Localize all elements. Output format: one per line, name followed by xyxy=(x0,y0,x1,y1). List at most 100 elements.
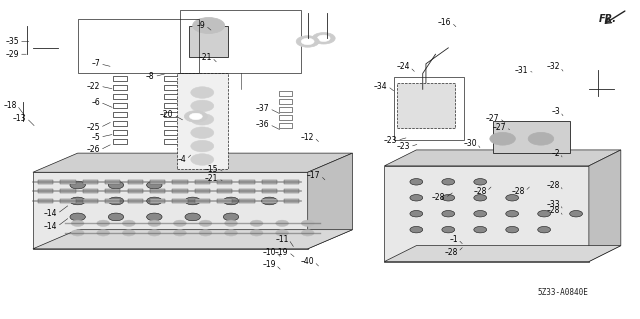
Text: –20: –20 xyxy=(160,110,173,119)
Text: –23: –23 xyxy=(396,142,410,151)
Text: 5Z33-A0840E: 5Z33-A0840E xyxy=(538,288,589,297)
Text: –6: –6 xyxy=(92,98,100,107)
Circle shape xyxy=(191,154,214,165)
Bar xyxy=(172,199,188,203)
Circle shape xyxy=(490,132,515,145)
Text: –36: –36 xyxy=(256,120,269,129)
Text: –27: –27 xyxy=(486,114,499,122)
Bar xyxy=(113,139,127,144)
Bar xyxy=(164,94,178,99)
Bar xyxy=(150,189,165,193)
Bar xyxy=(239,199,255,203)
Bar xyxy=(239,180,255,184)
Text: –32: –32 xyxy=(547,63,560,71)
Bar xyxy=(105,189,120,193)
Text: –19: –19 xyxy=(262,260,276,269)
Circle shape xyxy=(528,132,554,145)
Circle shape xyxy=(442,226,454,233)
Bar xyxy=(177,73,228,169)
Circle shape xyxy=(442,211,454,217)
Bar xyxy=(83,180,98,184)
Bar xyxy=(284,189,300,193)
Bar xyxy=(113,130,127,135)
Circle shape xyxy=(173,220,186,226)
Polygon shape xyxy=(33,153,353,172)
Bar xyxy=(83,189,98,193)
Circle shape xyxy=(191,114,214,125)
Circle shape xyxy=(296,36,319,47)
Bar xyxy=(113,76,127,81)
Bar xyxy=(105,199,120,203)
Bar xyxy=(38,189,53,193)
Bar xyxy=(113,121,127,126)
Bar xyxy=(150,199,165,203)
Circle shape xyxy=(97,220,109,226)
Text: –2: –2 xyxy=(552,149,560,158)
Bar xyxy=(164,85,178,90)
Circle shape xyxy=(193,18,225,33)
Circle shape xyxy=(474,195,486,201)
Circle shape xyxy=(301,220,314,226)
Circle shape xyxy=(317,35,330,41)
Circle shape xyxy=(250,230,263,236)
Text: –14: –14 xyxy=(44,222,57,231)
Bar xyxy=(279,91,292,96)
Text: –4: –4 xyxy=(177,155,186,164)
Circle shape xyxy=(506,226,518,233)
Text: –28: –28 xyxy=(511,187,525,196)
Circle shape xyxy=(301,38,314,45)
Bar xyxy=(262,180,277,184)
Circle shape xyxy=(184,111,207,122)
Bar xyxy=(83,199,98,203)
Bar xyxy=(60,180,76,184)
Circle shape xyxy=(191,140,214,152)
Bar xyxy=(172,189,188,193)
Circle shape xyxy=(70,181,85,189)
Circle shape xyxy=(191,127,214,138)
Circle shape xyxy=(276,220,289,226)
Circle shape xyxy=(108,197,124,205)
Bar xyxy=(239,189,255,193)
Text: –7: –7 xyxy=(92,59,100,68)
Bar xyxy=(164,103,178,108)
Bar xyxy=(164,121,178,126)
Text: –18: –18 xyxy=(4,101,17,110)
Text: –29: –29 xyxy=(5,50,19,59)
Bar xyxy=(150,180,165,184)
Circle shape xyxy=(97,230,109,236)
Text: –8: –8 xyxy=(146,72,154,81)
Bar xyxy=(113,85,127,90)
Bar xyxy=(279,99,292,104)
Bar xyxy=(279,115,292,120)
Circle shape xyxy=(189,113,202,120)
Bar xyxy=(38,180,53,184)
Text: –28: –28 xyxy=(547,181,560,189)
Circle shape xyxy=(225,230,237,236)
Text: –14: –14 xyxy=(44,209,57,218)
Circle shape xyxy=(225,220,237,226)
Bar xyxy=(189,26,228,57)
Text: –35: –35 xyxy=(5,37,19,46)
Circle shape xyxy=(442,179,454,185)
Circle shape xyxy=(108,213,124,221)
Text: –30: –30 xyxy=(463,139,477,148)
Bar xyxy=(113,103,127,108)
Text: –12: –12 xyxy=(301,133,314,142)
Bar xyxy=(113,112,127,117)
Circle shape xyxy=(474,211,486,217)
Text: –3: –3 xyxy=(552,107,560,116)
Text: –1: –1 xyxy=(449,235,458,244)
Text: –15: –15 xyxy=(205,165,218,174)
Text: –31: –31 xyxy=(515,66,528,75)
Bar xyxy=(493,121,570,153)
Text: –28: –28 xyxy=(473,187,486,196)
Polygon shape xyxy=(308,153,353,249)
Circle shape xyxy=(147,213,162,221)
Polygon shape xyxy=(33,172,308,249)
Circle shape xyxy=(250,220,263,226)
Text: –34: –34 xyxy=(374,82,388,91)
Circle shape xyxy=(191,100,214,112)
Circle shape xyxy=(185,197,200,205)
Text: –28: –28 xyxy=(547,206,560,215)
Circle shape xyxy=(410,179,423,185)
